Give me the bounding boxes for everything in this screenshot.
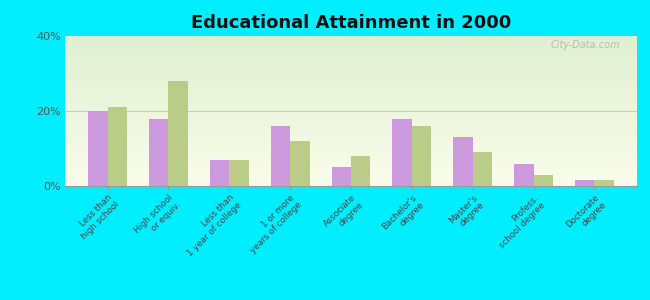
Bar [351, 156, 370, 186]
Bar [575, 180, 594, 186]
Bar [88, 111, 108, 186]
Bar [229, 160, 249, 186]
Bar [594, 180, 614, 186]
Bar [393, 118, 412, 186]
Bar [534, 175, 553, 186]
Bar [108, 107, 127, 186]
Bar [210, 160, 229, 186]
Bar [168, 81, 188, 186]
Bar [473, 152, 492, 186]
Bar [270, 126, 290, 186]
Bar [412, 126, 432, 186]
Bar [514, 164, 534, 186]
Bar [290, 141, 309, 186]
Bar [332, 167, 351, 186]
Bar [453, 137, 473, 186]
Title: Educational Attainment in 2000: Educational Attainment in 2000 [191, 14, 511, 32]
Text: City-Data.com: City-Data.com [550, 40, 620, 50]
Bar [149, 118, 168, 186]
